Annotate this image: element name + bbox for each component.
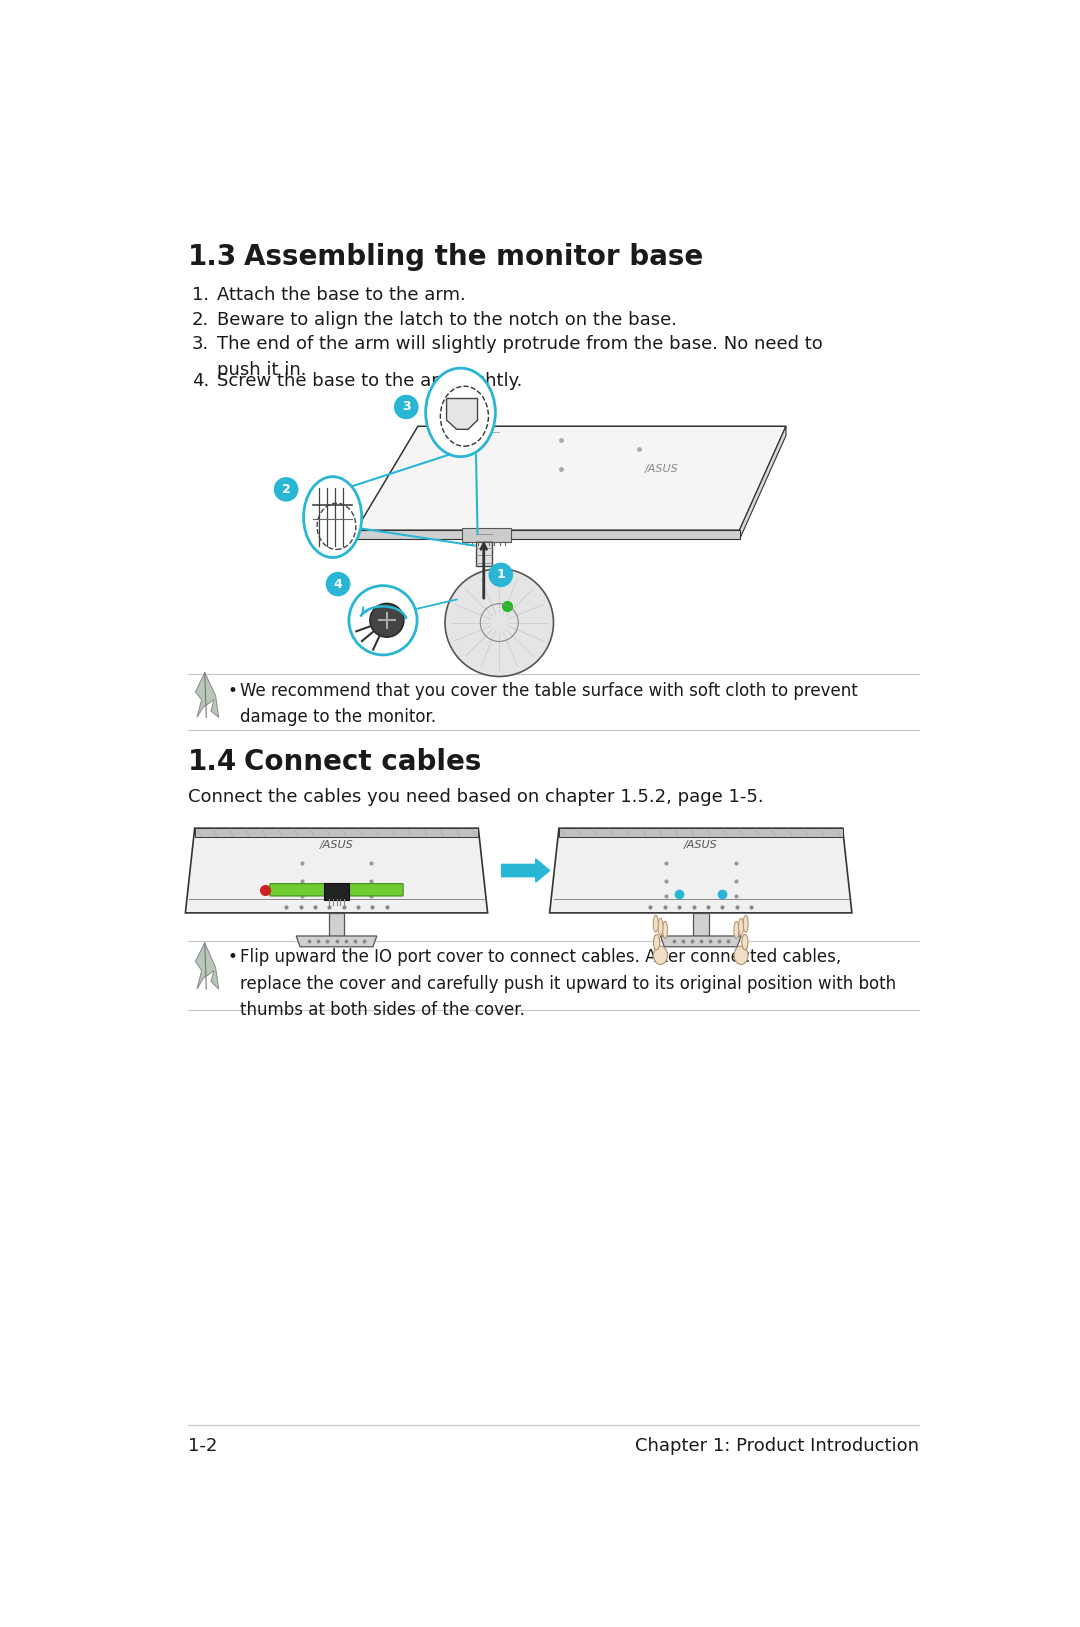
Polygon shape [356, 426, 786, 530]
Circle shape [394, 395, 418, 418]
Ellipse shape [734, 921, 739, 939]
Ellipse shape [653, 934, 660, 950]
Polygon shape [195, 672, 218, 718]
Text: 1.3: 1.3 [188, 242, 237, 272]
Polygon shape [296, 936, 377, 947]
Ellipse shape [743, 916, 748, 932]
Text: 3: 3 [402, 400, 410, 413]
Text: Assembling the monitor base: Assembling the monitor base [243, 242, 703, 272]
Text: Chapter 1: Product Introduction: Chapter 1: Product Introduction [635, 1437, 919, 1455]
Text: Screw the base to the arm tightly.: Screw the base to the arm tightly. [217, 373, 523, 390]
Text: Beware to align the latch to the notch on the base.: Beware to align the latch to the notch o… [217, 311, 677, 329]
Text: Attach the base to the arm.: Attach the base to the arm. [217, 286, 465, 304]
Ellipse shape [663, 921, 667, 939]
Polygon shape [550, 828, 852, 913]
Circle shape [274, 478, 298, 501]
Polygon shape [462, 527, 511, 542]
Text: 4: 4 [334, 578, 342, 591]
FancyBboxPatch shape [324, 883, 349, 900]
Ellipse shape [653, 916, 659, 932]
Text: 1.4: 1.4 [188, 748, 237, 776]
Ellipse shape [739, 918, 743, 936]
Ellipse shape [303, 477, 362, 558]
Polygon shape [559, 828, 842, 838]
Ellipse shape [426, 368, 496, 457]
Text: 3.: 3. [191, 335, 208, 353]
Polygon shape [195, 944, 218, 989]
Circle shape [445, 569, 554, 677]
Ellipse shape [349, 586, 417, 656]
Text: 2: 2 [282, 483, 291, 496]
Polygon shape [476, 530, 491, 566]
Text: Flip upward the IO port cover to connect cables. After connected cables,
replace: Flip upward the IO port cover to connect… [241, 949, 896, 1019]
Circle shape [369, 604, 404, 638]
Text: The end of the arm will slightly protrude from the base. No need to
push it in.: The end of the arm will slightly protrud… [217, 335, 823, 379]
Text: /ASUS: /ASUS [320, 840, 353, 851]
Ellipse shape [734, 945, 748, 965]
Text: •: • [228, 949, 238, 966]
Polygon shape [740, 426, 786, 540]
Ellipse shape [653, 945, 667, 965]
FancyArrow shape [501, 859, 550, 882]
Text: 1.: 1. [191, 286, 208, 304]
Polygon shape [693, 913, 708, 936]
Ellipse shape [742, 934, 748, 950]
Text: We recommend that you cover the table surface with soft cloth to prevent
damage : We recommend that you cover the table su… [241, 682, 859, 726]
Text: •: • [228, 682, 238, 700]
Text: /ASUS: /ASUS [684, 840, 717, 851]
Circle shape [489, 563, 512, 586]
Text: 4.: 4. [191, 373, 208, 390]
Text: 2.: 2. [191, 311, 208, 329]
Ellipse shape [658, 918, 663, 936]
Polygon shape [186, 828, 488, 913]
FancyBboxPatch shape [270, 883, 403, 896]
Text: 1: 1 [497, 568, 505, 581]
Polygon shape [446, 399, 477, 430]
Polygon shape [328, 913, 345, 936]
Polygon shape [356, 530, 740, 540]
Circle shape [326, 573, 350, 595]
Text: Connect the cables you need based on chapter 1.5.2, page 1-5.: Connect the cables you need based on cha… [188, 787, 764, 805]
Polygon shape [194, 828, 478, 838]
Text: /ASUS: /ASUS [645, 464, 679, 473]
Text: 1-2: 1-2 [188, 1437, 217, 1455]
Polygon shape [661, 936, 741, 947]
Text: Connect cables: Connect cables [243, 748, 481, 776]
